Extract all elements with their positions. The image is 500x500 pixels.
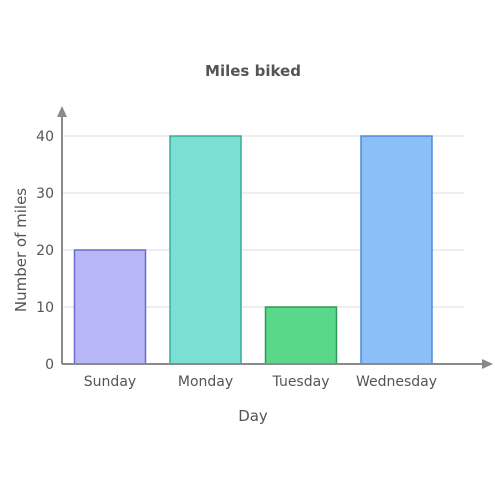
y-tick-label: 20: [36, 243, 54, 259]
bar-sunday: [73, 249, 147, 365]
x-tick-label: Sunday: [84, 374, 136, 390]
x-axis-label: Day: [238, 407, 268, 425]
x-tick-label: Wednesday: [356, 374, 437, 390]
x-axis-arrow: [482, 359, 493, 369]
x-tick-label: Tuesday: [272, 374, 330, 390]
x-tick-labels: Sunday Monday Tuesday Wednesday: [84, 374, 437, 390]
y-axis-arrow: [57, 106, 67, 117]
bar-tuesday: [264, 306, 338, 365]
y-tick-labels: 0 10 20 30 40: [36, 129, 54, 373]
y-tick-label: 10: [36, 300, 54, 316]
bar-monday: [169, 135, 242, 365]
chart-title: Miles biked: [205, 62, 301, 80]
y-tick-label: 40: [36, 129, 54, 145]
y-tick-label: 0: [45, 357, 54, 373]
y-tick-label: 30: [36, 186, 54, 202]
y-axis-label: Number of miles: [12, 188, 30, 312]
x-tick-label: Monday: [178, 374, 233, 390]
bar-wednesday: [360, 135, 433, 365]
